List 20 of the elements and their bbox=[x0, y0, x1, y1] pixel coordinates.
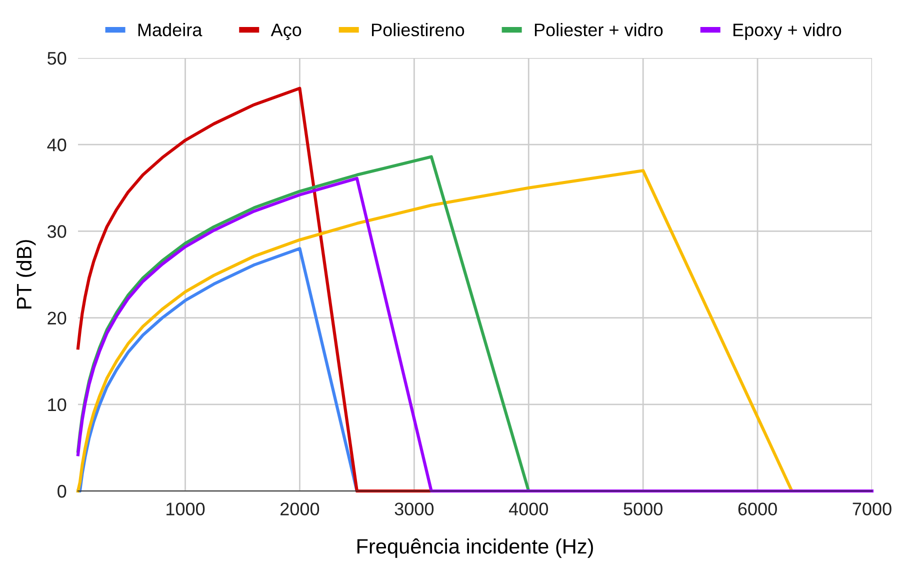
x-tick-label: 4000 bbox=[508, 502, 548, 516]
legend-label: Poliester + vidro bbox=[534, 23, 663, 36]
x-tick-label: 1000 bbox=[166, 502, 205, 516]
y-tick-label: 20 bbox=[48, 312, 66, 325]
y-tick-label: 40 bbox=[47, 138, 66, 152]
x-tick-label: 5000 bbox=[624, 502, 662, 516]
x-tick-label: 2000 bbox=[280, 502, 320, 516]
legend-label: Aço bbox=[270, 24, 302, 40]
y-tick-label: 50 bbox=[48, 52, 66, 65]
x-tick-label: 3000 bbox=[394, 502, 434, 516]
y-tick-label: 30 bbox=[47, 225, 66, 238]
y-tick-label: 10 bbox=[48, 398, 66, 412]
x-tick-label: 6000 bbox=[738, 502, 777, 516]
y-axis-title: PT (dB) bbox=[16, 240, 36, 308]
legend-label: Madeira bbox=[138, 23, 202, 36]
y-tick-label: 0 bbox=[58, 484, 66, 498]
x-axis-title: Frequência incidente (Hz) bbox=[357, 538, 593, 558]
legend-label: Poliestireno bbox=[372, 23, 464, 36]
legend-label: Epoxy + vidro bbox=[734, 23, 842, 40]
x-tick-label: 7000 bbox=[852, 502, 892, 516]
